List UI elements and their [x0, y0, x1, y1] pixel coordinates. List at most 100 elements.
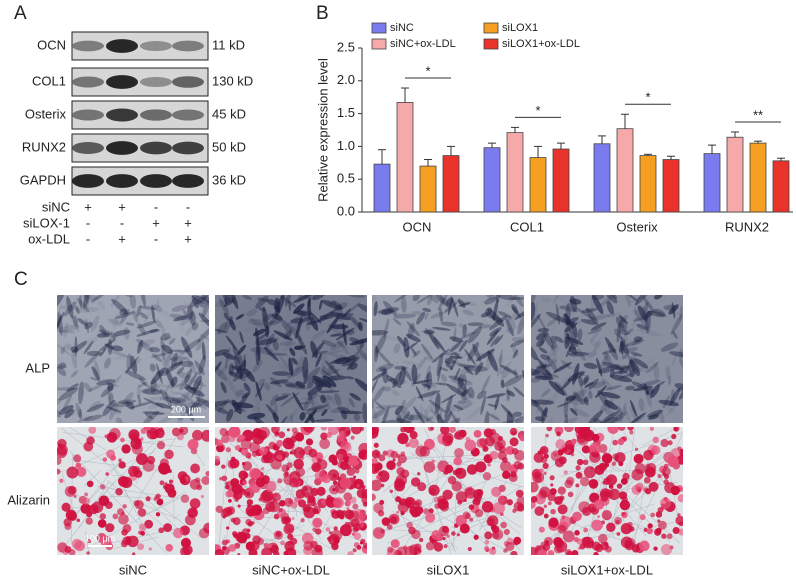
- cell: [288, 300, 292, 312]
- cell: [429, 331, 440, 350]
- cell: [107, 334, 120, 342]
- mineral-nodule: [458, 429, 467, 438]
- cell: [372, 378, 378, 401]
- condition-sign: -: [154, 231, 158, 246]
- mineral-nodule: [221, 539, 228, 546]
- cell: [235, 313, 245, 320]
- mineral-nodule: [396, 510, 400, 514]
- cell: [195, 396, 209, 410]
- mineral-nodule: [677, 513, 681, 517]
- mineral-nodule: [290, 449, 297, 455]
- cell: [401, 365, 413, 382]
- mineral-nodule: [159, 480, 165, 486]
- condition-sign: -: [186, 199, 190, 214]
- blot-band: [106, 174, 138, 188]
- blot-band: [172, 76, 204, 88]
- mineral-nodule: [218, 476, 223, 481]
- cell: [71, 349, 78, 369]
- mineral-nodule: [643, 487, 649, 493]
- cell: [139, 305, 157, 310]
- mineral-nodule: [339, 477, 352, 490]
- mineral-nodule: [65, 509, 77, 521]
- cell: [64, 343, 74, 351]
- cell: [444, 357, 455, 364]
- cell: [622, 295, 639, 302]
- mineral-nodule: [583, 527, 589, 533]
- cell: [412, 350, 421, 358]
- cell: [242, 295, 252, 300]
- cell: [111, 298, 129, 315]
- cell: [307, 383, 324, 396]
- cell: [190, 399, 201, 410]
- mineral-nodule: [344, 500, 351, 507]
- mineral-nodule: [444, 464, 454, 474]
- cell: [450, 358, 457, 371]
- mineral-nodule: [673, 427, 679, 432]
- mineral-nodule: [353, 475, 357, 479]
- blot-band: [172, 141, 204, 155]
- mineral-nodule: [546, 427, 553, 432]
- error-bar: [708, 144, 716, 154]
- cell: [79, 295, 83, 309]
- cell: [585, 307, 599, 326]
- mineral-nodule: [216, 444, 224, 453]
- mineral-nodule: [248, 548, 258, 555]
- y-tick-label: 2.5: [337, 39, 355, 54]
- cell: [630, 399, 637, 417]
- cell: [139, 312, 148, 320]
- cell: [241, 392, 251, 399]
- mineral-nodule: [576, 538, 583, 545]
- cell: [217, 322, 227, 335]
- bar: [419, 165, 437, 213]
- cell: [235, 389, 244, 397]
- mineral-nodule: [138, 523, 147, 532]
- mineral-nodule: [377, 510, 385, 517]
- mineral-nodule: [164, 449, 174, 460]
- cell: [264, 333, 275, 350]
- blot-band: [72, 142, 104, 154]
- cell: [545, 311, 568, 324]
- mineral-nodule: [189, 498, 201, 509]
- mineral-nodule: [511, 448, 519, 455]
- cell: [636, 323, 649, 330]
- cell: [632, 313, 640, 327]
- cell: [404, 396, 417, 410]
- mineral-nodule: [618, 491, 628, 500]
- mineral-nodule: [643, 449, 654, 461]
- cell: [75, 402, 83, 420]
- mineral-nodule: [228, 544, 237, 552]
- mineral-nodule: [563, 470, 568, 475]
- mineral-nodule: [419, 446, 431, 457]
- error-bar: [424, 159, 432, 167]
- mineral-nodule: [244, 533, 251, 539]
- cell: [536, 339, 545, 347]
- cell: [239, 359, 247, 379]
- mineral-nodule: [500, 521, 507, 529]
- legend-label: siNC+ox-LDL: [390, 38, 456, 50]
- mineral-nodule: [283, 471, 289, 478]
- mineral-nodule: [448, 427, 456, 433]
- cell: [334, 302, 348, 312]
- mineral-nodule: [158, 527, 165, 534]
- cell: [177, 349, 185, 355]
- mineral-nodule: [106, 432, 118, 443]
- mineral-nodule: [616, 532, 621, 536]
- cell: [569, 408, 590, 417]
- protein-label: COL1: [32, 73, 66, 88]
- cell: [58, 387, 79, 401]
- cell: [629, 359, 640, 377]
- error-bar: [598, 135, 606, 144]
- cell: [141, 410, 160, 423]
- mineral-nodule: [332, 487, 336, 492]
- mineral-nodule: [132, 552, 136, 555]
- cell: [600, 411, 619, 423]
- mineral-nodule: [538, 468, 544, 474]
- bar: [772, 160, 790, 213]
- cell: [618, 315, 628, 325]
- cell: [155, 370, 169, 377]
- mineral-nodule: [503, 528, 510, 535]
- cell: [243, 354, 246, 370]
- mineral-nodule: [519, 435, 524, 442]
- y-tick-label: 0.5: [337, 171, 355, 186]
- cell: [321, 300, 335, 304]
